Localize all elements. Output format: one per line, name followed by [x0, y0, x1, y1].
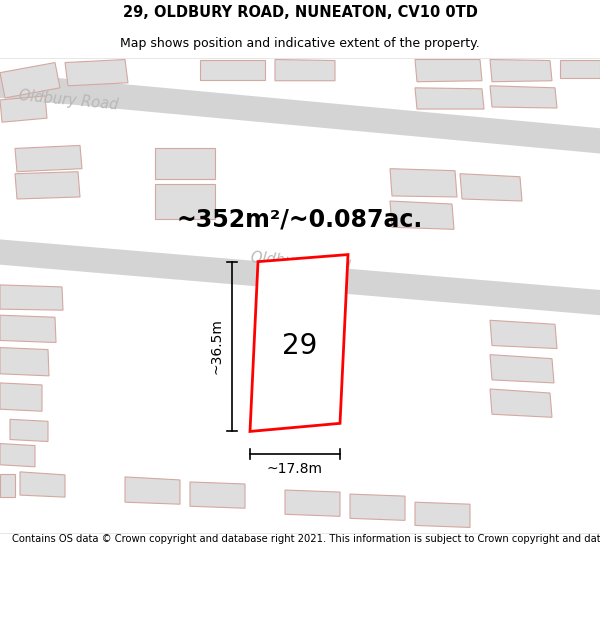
Polygon shape — [0, 315, 56, 342]
Polygon shape — [65, 59, 128, 86]
Polygon shape — [155, 184, 215, 219]
Text: 29: 29 — [283, 331, 317, 359]
Polygon shape — [0, 96, 47, 122]
Polygon shape — [415, 59, 482, 82]
Polygon shape — [0, 62, 60, 98]
Polygon shape — [460, 174, 522, 201]
Polygon shape — [20, 472, 65, 497]
Polygon shape — [0, 239, 600, 315]
Text: ~36.5m: ~36.5m — [210, 319, 224, 374]
Polygon shape — [0, 444, 35, 467]
Polygon shape — [190, 482, 245, 508]
Text: 29, OLDBURY ROAD, NUNEATON, CV10 0TD: 29, OLDBURY ROAD, NUNEATON, CV10 0TD — [122, 5, 478, 20]
Polygon shape — [10, 419, 48, 441]
Text: Contains OS data © Crown copyright and database right 2021. This information is : Contains OS data © Crown copyright and d… — [12, 534, 600, 544]
Polygon shape — [0, 348, 49, 376]
Polygon shape — [490, 86, 557, 108]
Polygon shape — [415, 88, 484, 109]
Polygon shape — [155, 149, 215, 179]
Polygon shape — [0, 285, 63, 310]
Polygon shape — [200, 59, 265, 80]
Polygon shape — [15, 172, 80, 199]
Polygon shape — [390, 169, 457, 197]
Polygon shape — [415, 502, 470, 528]
Polygon shape — [560, 59, 600, 78]
Polygon shape — [490, 320, 557, 349]
Polygon shape — [490, 389, 552, 418]
Polygon shape — [0, 72, 600, 154]
Polygon shape — [490, 59, 552, 82]
Polygon shape — [490, 354, 554, 383]
Text: Oldbury Road: Oldbury Road — [18, 89, 119, 113]
Text: ~17.8m: ~17.8m — [267, 462, 323, 476]
Text: Map shows position and indicative extent of the property.: Map shows position and indicative extent… — [120, 37, 480, 49]
Polygon shape — [0, 474, 15, 497]
Polygon shape — [275, 59, 335, 81]
Polygon shape — [15, 146, 82, 172]
Polygon shape — [285, 490, 340, 516]
Polygon shape — [390, 201, 454, 229]
Text: Oldbury Road: Oldbury Road — [250, 250, 351, 275]
Polygon shape — [350, 494, 405, 521]
Polygon shape — [0, 383, 42, 411]
Text: ~352m²/~0.087ac.: ~352m²/~0.087ac. — [177, 208, 423, 231]
Polygon shape — [125, 477, 180, 504]
Polygon shape — [250, 254, 348, 431]
